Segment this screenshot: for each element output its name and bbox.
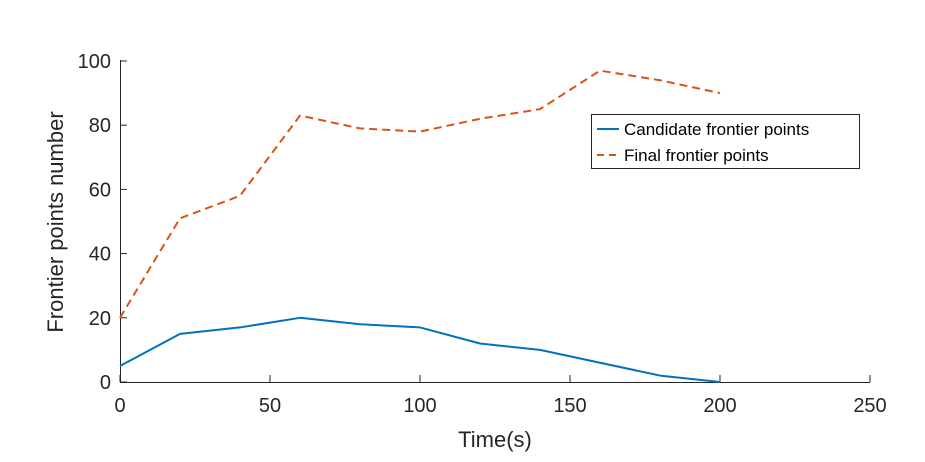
x-tick-label: 150 — [553, 395, 586, 417]
x-tick-label: 250 — [853, 395, 886, 417]
y-tick-label: 60 — [89, 179, 111, 201]
x-tick-label: 0 — [114, 395, 125, 417]
x-tick-label: 200 — [703, 395, 736, 417]
y-ticks: 0 20 40 60 80 100 — [78, 51, 127, 394]
legend-label-candidate: Candidate frontier points — [624, 120, 809, 139]
y-tick-label: 100 — [78, 51, 111, 73]
y-tick-label: 40 — [89, 244, 111, 266]
x-ticks: 0 50 100 150 200 250 — [114, 375, 887, 417]
series-line-candidate — [119, 316, 721, 383]
x-tick-label: 100 — [403, 395, 436, 417]
legend-box — [591, 114, 860, 169]
x-tick-label: 50 — [259, 395, 281, 417]
y-tick-label: 20 — [89, 308, 111, 330]
y-tick-label: 80 — [89, 115, 111, 137]
legend: Candidate frontier points Final frontier… — [591, 114, 860, 169]
x-axis-label: Time(s) — [458, 427, 532, 452]
series-layer — [119, 69, 721, 383]
axes — [120, 60, 870, 383]
y-tick-label: 0 — [100, 372, 111, 394]
y-axis-label: Frontier points number — [43, 111, 68, 332]
legend-label-final: Final frontier points — [624, 146, 769, 165]
series-line-final — [119, 69, 721, 319]
